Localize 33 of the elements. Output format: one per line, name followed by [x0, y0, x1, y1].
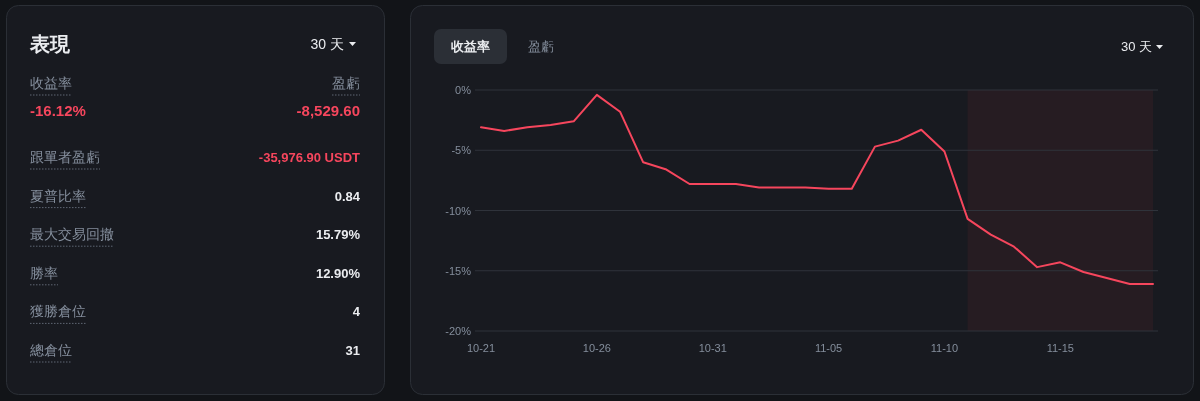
x-tick-label: 10-21	[466, 342, 496, 354]
text: 31	[345, 343, 360, 358]
y-tick-label: -15%	[445, 264, 472, 277]
text: 夏普比率	[30, 187, 86, 204]
text: 總倉位	[29, 342, 72, 358]
x-tick-label: 10-26	[582, 342, 611, 354]
line-series	[480, 93, 1154, 285]
text: -35,976.90 USDT	[258, 150, 361, 165]
text: 盈虧	[528, 39, 554, 54]
y-tick-label: -20%	[445, 325, 472, 337]
x-tick-label: 11-10	[930, 342, 959, 354]
text: 30 天	[310, 36, 344, 52]
text: 勝率	[30, 264, 58, 281]
x-tick-label: 10-31	[698, 342, 727, 354]
text: 最大交易回撤	[30, 226, 114, 243]
text: 收益率	[451, 39, 490, 54]
text: 表現	[29, 33, 71, 55]
x-tick-label: 11-05	[814, 342, 843, 354]
text: 獲勝倉位	[30, 303, 86, 320]
text: -16.12%	[30, 102, 86, 119]
text: 跟單者盈虧	[30, 149, 100, 165]
text: 4	[352, 304, 361, 320]
text: 30 天	[1120, 39, 1152, 54]
x-tick-label: 11-15	[1046, 342, 1074, 354]
text: 0.84	[334, 188, 361, 204]
y-tick-label: -5%	[451, 144, 472, 157]
y-tick-label: 0%	[455, 84, 472, 96]
text: 15.79%	[315, 227, 361, 243]
y-tick-label: -10%	[445, 204, 472, 217]
text: -8,529.60	[296, 102, 360, 119]
text: 收益率	[30, 75, 72, 91]
text: 12.90%	[315, 265, 361, 281]
text: 盈虧	[332, 75, 360, 91]
